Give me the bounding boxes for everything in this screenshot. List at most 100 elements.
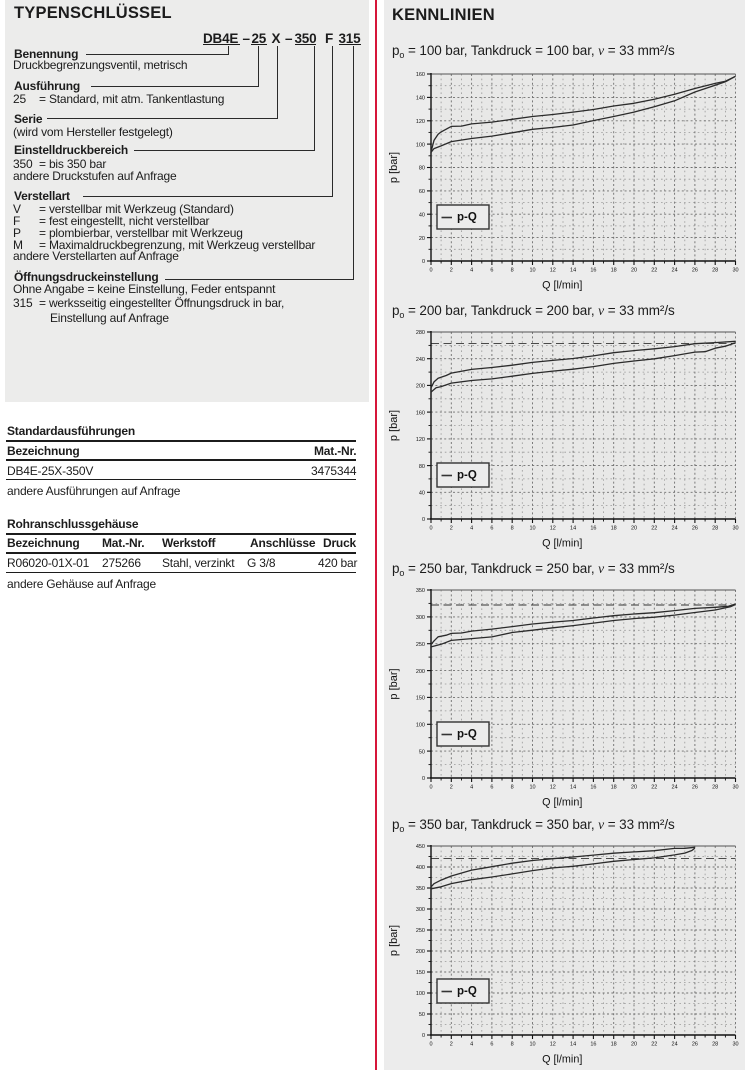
svg-text:250: 250 xyxy=(416,642,425,648)
svg-text:30: 30 xyxy=(732,785,738,791)
svg-text:8: 8 xyxy=(511,1042,514,1048)
svg-text:14: 14 xyxy=(570,526,576,532)
svg-text:0: 0 xyxy=(429,526,432,532)
svg-text:24: 24 xyxy=(672,1042,678,1048)
svg-text:22: 22 xyxy=(651,268,657,274)
svg-text:p [bar]: p [bar] xyxy=(388,410,400,441)
svg-text:2: 2 xyxy=(450,526,453,532)
svg-text:12: 12 xyxy=(550,526,556,532)
svg-text:100: 100 xyxy=(416,142,425,148)
svg-text:26: 26 xyxy=(692,268,698,274)
svg-text:10: 10 xyxy=(529,268,535,274)
svg-text:16: 16 xyxy=(590,785,596,791)
svg-text:0: 0 xyxy=(422,1033,425,1039)
svg-text:p-Q: p-Q xyxy=(457,212,477,224)
svg-text:Q [l/min]: Q [l/min] xyxy=(542,797,582,809)
svg-text:p [bar]: p [bar] xyxy=(388,668,400,699)
svg-text:28: 28 xyxy=(712,1042,718,1048)
svg-text:0: 0 xyxy=(429,1042,432,1048)
svg-text:150: 150 xyxy=(416,696,425,702)
svg-text:12: 12 xyxy=(550,268,556,274)
svg-text:0: 0 xyxy=(422,517,425,523)
svg-text:8: 8 xyxy=(511,526,514,532)
svg-text:450: 450 xyxy=(416,844,425,850)
svg-text:16: 16 xyxy=(590,268,596,274)
svg-text:0: 0 xyxy=(429,268,432,274)
svg-text:22: 22 xyxy=(651,1042,657,1048)
svg-text:6: 6 xyxy=(490,785,493,791)
svg-text:140: 140 xyxy=(416,96,425,102)
svg-text:16: 16 xyxy=(590,1042,596,1048)
svg-text:4: 4 xyxy=(470,268,473,274)
svg-text:p-Q: p-Q xyxy=(457,986,477,998)
svg-text:22: 22 xyxy=(651,526,657,532)
svg-text:14: 14 xyxy=(570,1042,576,1048)
svg-text:250: 250 xyxy=(416,928,425,934)
svg-text:24: 24 xyxy=(672,785,678,791)
svg-text:26: 26 xyxy=(692,1042,698,1048)
svg-text:Q [l/min]: Q [l/min] xyxy=(542,1054,582,1066)
svg-text:200: 200 xyxy=(416,384,425,390)
svg-text:4: 4 xyxy=(470,785,473,791)
svg-text:24: 24 xyxy=(672,268,678,274)
svg-text:18: 18 xyxy=(611,268,617,274)
svg-text:8: 8 xyxy=(511,785,514,791)
svg-text:28: 28 xyxy=(712,785,718,791)
svg-text:Q [l/min]: Q [l/min] xyxy=(542,280,582,292)
svg-text:160: 160 xyxy=(416,410,425,416)
svg-text:18: 18 xyxy=(611,526,617,532)
svg-text:150: 150 xyxy=(416,970,425,976)
svg-text:20: 20 xyxy=(419,236,425,242)
svg-text:10: 10 xyxy=(529,785,535,791)
svg-text:100: 100 xyxy=(416,991,425,997)
svg-text:p [bar]: p [bar] xyxy=(388,925,400,956)
svg-text:p-Q: p-Q xyxy=(457,729,477,741)
svg-text:0: 0 xyxy=(422,776,425,782)
svg-text:80: 80 xyxy=(419,166,425,172)
svg-text:28: 28 xyxy=(712,526,718,532)
svg-text:16: 16 xyxy=(590,526,596,532)
svg-text:400: 400 xyxy=(416,865,425,871)
svg-text:2: 2 xyxy=(450,1042,453,1048)
svg-text:2: 2 xyxy=(450,268,453,274)
svg-text:60: 60 xyxy=(419,189,425,195)
svg-text:Q [l/min]: Q [l/min] xyxy=(542,538,582,550)
svg-text:40: 40 xyxy=(419,212,425,218)
svg-text:12: 12 xyxy=(550,1042,556,1048)
svg-text:50: 50 xyxy=(419,749,425,755)
svg-text:350: 350 xyxy=(416,588,425,594)
svg-text:30: 30 xyxy=(732,268,738,274)
svg-text:300: 300 xyxy=(416,615,425,621)
svg-text:26: 26 xyxy=(692,785,698,791)
svg-text:0: 0 xyxy=(422,259,425,265)
svg-text:18: 18 xyxy=(611,1042,617,1048)
svg-text:22: 22 xyxy=(651,785,657,791)
svg-text:10: 10 xyxy=(529,526,535,532)
svg-text:350: 350 xyxy=(416,886,425,892)
svg-text:14: 14 xyxy=(570,268,576,274)
svg-text:30: 30 xyxy=(732,1042,738,1048)
svg-text:10: 10 xyxy=(529,1042,535,1048)
svg-text:14: 14 xyxy=(570,785,576,791)
svg-text:12: 12 xyxy=(550,785,556,791)
svg-text:6: 6 xyxy=(490,1042,493,1048)
svg-text:20: 20 xyxy=(631,526,637,532)
svg-text:4: 4 xyxy=(470,526,473,532)
svg-text:40: 40 xyxy=(419,491,425,497)
svg-text:240: 240 xyxy=(416,357,425,363)
svg-text:8: 8 xyxy=(511,268,514,274)
svg-text:p [bar]: p [bar] xyxy=(388,152,400,183)
svg-text:0: 0 xyxy=(429,785,432,791)
svg-text:160: 160 xyxy=(416,72,425,78)
svg-text:24: 24 xyxy=(672,526,678,532)
svg-text:280: 280 xyxy=(416,330,425,336)
svg-text:30: 30 xyxy=(732,526,738,532)
svg-text:120: 120 xyxy=(416,437,425,443)
svg-text:6: 6 xyxy=(490,526,493,532)
svg-text:20: 20 xyxy=(631,268,637,274)
svg-text:200: 200 xyxy=(416,949,425,955)
svg-text:6: 6 xyxy=(490,268,493,274)
svg-text:200: 200 xyxy=(416,669,425,675)
svg-text:2: 2 xyxy=(450,785,453,791)
svg-text:18: 18 xyxy=(611,785,617,791)
